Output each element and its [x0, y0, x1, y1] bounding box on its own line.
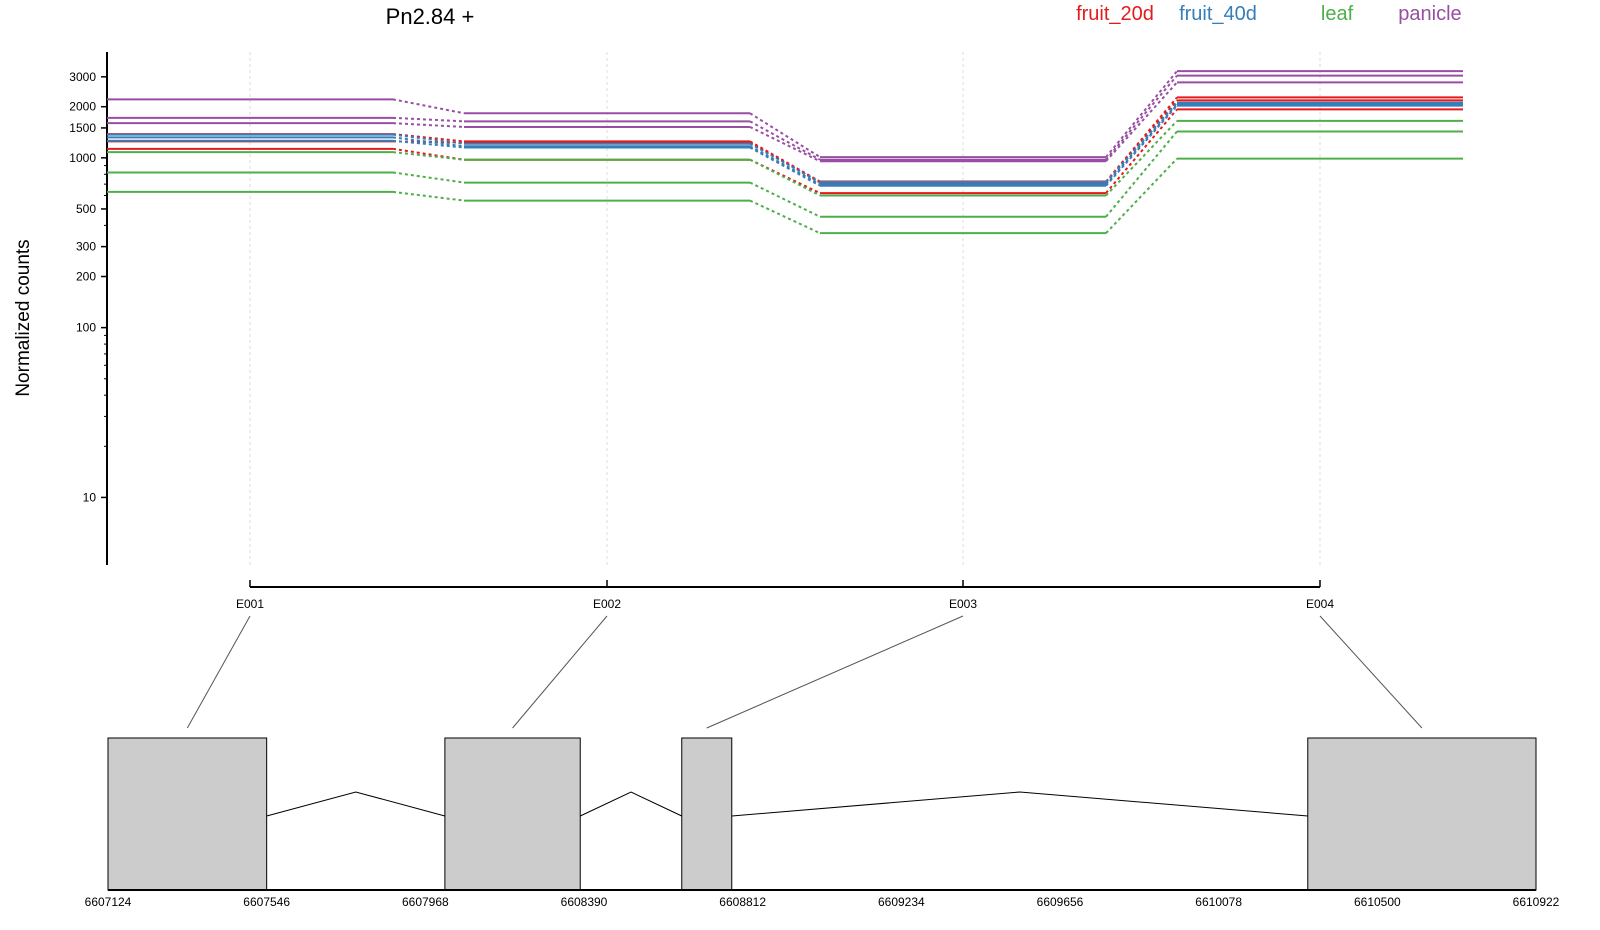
series-7-connector-2: [749, 142, 821, 183]
series-9-fruit_40d: [107, 104, 1463, 187]
coordinate-label-6607546: 6607546: [243, 895, 290, 909]
series-3-connector-3: [1105, 81, 1178, 162]
legend-label-fruit-20d: fruit_20d: [1076, 3, 1154, 25]
intron-3: [731, 791, 1308, 817]
series-8-fruit_40d: [107, 103, 1463, 186]
legend: fruit_20d fruit_40d leaf panicle: [1076, 3, 1462, 25]
series-10-connector-1: [392, 151, 465, 161]
series-3-connector-1: [392, 122, 465, 128]
exon-connector-e004: [1319, 615, 1423, 729]
series-3-panicle: [107, 81, 1463, 163]
y-tick-label-2000: 2000: [69, 100, 96, 114]
series-1-connector-1: [392, 98, 465, 115]
intron-1: [266, 791, 446, 817]
coordinate-label-6610922: 6610922: [1513, 895, 1560, 909]
legend-label-leaf: leaf: [1321, 3, 1354, 25]
series-12-connector-3: [1105, 157, 1178, 234]
gene-model: [107, 737, 1537, 891]
exon-label-e001: E001: [236, 597, 264, 611]
intron-2: [580, 791, 682, 817]
exon-connectors: [186, 615, 1423, 729]
series-2-connector-3: [1105, 74, 1178, 161]
y-axis: 10 100 200 300 500 1000 1500 2000 3000: [69, 52, 108, 565]
coordinate-axis: 6607124 6607546 6607968 6608390 6608812 66092…: [85, 889, 1560, 909]
coordinate-label-6610500: 6610500: [1354, 895, 1401, 909]
series-11-connector-3: [1105, 130, 1178, 218]
series-2-panicle: [107, 74, 1463, 161]
coordinate-label-6609656: 6609656: [1037, 895, 1084, 909]
series-10-leaf: [107, 119, 1463, 197]
y-tick-label-1500: 1500: [69, 121, 96, 135]
grid: [249, 52, 1321, 565]
exon-label-e002: E002: [593, 597, 621, 611]
exon-box-e001: [107, 737, 268, 891]
series-7-fruit_40d: [107, 101, 1463, 184]
coordinate-label-6609234: 6609234: [878, 895, 925, 909]
legend-label-fruit-40d: fruit_40d: [1179, 3, 1257, 25]
exon-box-e004: [1307, 737, 1537, 891]
series-4-connector-1: [392, 133, 465, 143]
series-7-connector-1: [392, 133, 465, 145]
series-3-connector-2: [749, 126, 821, 163]
series-12-connector-2: [749, 199, 821, 235]
series-5-connector-3: [1105, 99, 1178, 184]
coordinate-label-6608812: 6608812: [719, 895, 766, 909]
exon-connector-e002: [512, 615, 608, 729]
y-tick-label-500: 500: [76, 202, 96, 216]
chart-title: Pn2.84 +: [386, 4, 475, 29]
exon-box-e002: [444, 737, 581, 891]
exon-connector-e003: [706, 615, 964, 729]
series-1-panicle: [107, 70, 1463, 159]
exon-axis: E001 E002 E003 E004: [236, 580, 1334, 611]
series-8-connector-2: [749, 145, 821, 186]
coordinate-label-6607968: 6607968: [402, 895, 449, 909]
exon-label-e004: E004: [1306, 597, 1334, 611]
series-12-connector-1: [392, 190, 465, 202]
coordinate-label-6610078: 6610078: [1195, 895, 1242, 909]
series-9-connector-2: [749, 146, 821, 187]
series-1-connector-3: [1105, 70, 1178, 158]
y-tick-label-100: 100: [76, 321, 96, 335]
series-12-leaf: [107, 157, 1463, 235]
series-1-connector-2: [749, 112, 821, 158]
y-tick-label-1000: 1000: [69, 151, 96, 165]
legend-label-panicle: panicle: [1398, 3, 1461, 25]
series-10-connector-2: [749, 158, 821, 197]
coordinate-label-6608390: 6608390: [561, 895, 608, 909]
series-2-connector-1: [392, 116, 465, 123]
series-10-connector-3: [1105, 120, 1178, 197]
y-tick-label-10: 10: [83, 490, 97, 504]
exon-label-e003: E003: [949, 597, 977, 611]
series-6-connector-3: [1105, 108, 1178, 194]
exon-box-e003: [681, 737, 733, 891]
series-4-connector-3: [1105, 96, 1178, 183]
series-11-connector-2: [749, 181, 821, 218]
series-2-connector-2: [749, 120, 821, 161]
series-lines: [107, 70, 1463, 235]
y-tick-label-3000: 3000: [69, 70, 96, 84]
coordinate-label-6607124: 6607124: [85, 895, 132, 909]
y-tick-label-200: 200: [76, 270, 96, 284]
series-11-connector-1: [392, 171, 465, 184]
y-axis-label: Normalized counts: [13, 239, 34, 396]
exon-connector-e001: [186, 615, 251, 729]
series-11-leaf: [107, 130, 1463, 218]
y-tick-label-300: 300: [76, 240, 96, 254]
